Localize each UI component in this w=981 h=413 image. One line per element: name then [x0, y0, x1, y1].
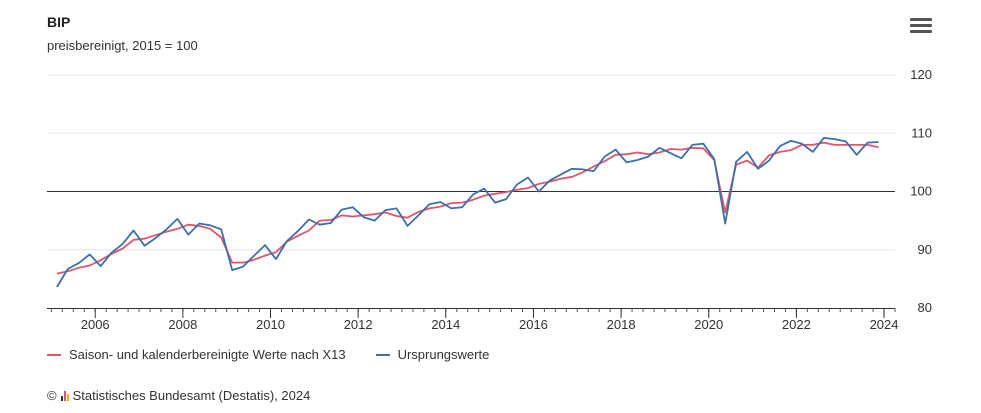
legend-label-seasonal: Saison- und kalenderbereinigte Werte nac… [69, 347, 346, 362]
x-tick-label-2022: 2022 [782, 317, 811, 332]
legend-swatch-seasonal [47, 353, 61, 356]
copyright-symbol: © [47, 388, 57, 403]
y-tick-label-100: 100 [910, 184, 932, 199]
series-lines [56, 137, 879, 288]
x-tick-label-2018: 2018 [607, 317, 636, 332]
y-tick-label-110: 110 [911, 125, 932, 140]
y-tick-label-80: 80 [918, 300, 932, 315]
source-credit: © Statistisches Bundesamt (Destatis), 20… [47, 388, 310, 403]
x-tick-label-2020: 2020 [694, 317, 723, 332]
x-tick-label-2014: 2014 [431, 317, 460, 332]
legend-item-original[interactable]: Ursprungswerte [375, 347, 490, 362]
chart-title: BIP [47, 14, 71, 30]
x-tick-label-2024: 2024 [870, 317, 899, 332]
legend: Saison- und kalenderbereinigte Werte nac… [47, 347, 489, 362]
x-tick-label-2016: 2016 [519, 317, 548, 332]
x-tick-label-2006: 2006 [81, 317, 110, 332]
source-text: Statistisches Bundesamt (Destatis), 2024 [72, 388, 311, 403]
y-axis: 80 90 100 110 120 [910, 67, 932, 315]
y-tick-label-120: 120 [910, 67, 932, 82]
series-line-0[interactable] [56, 141, 879, 275]
chart-subtitle: preisbereinigt, 2015 = 100 [47, 38, 198, 53]
x-tick-label-2010: 2010 [256, 317, 285, 332]
grid-lines [47, 74, 895, 251]
legend-swatch-original [375, 353, 390, 356]
hamburger-menu-icon[interactable] [910, 18, 932, 38]
x-tick-label-2012: 2012 [344, 317, 373, 332]
legend-label-original: Ursprungswerte [397, 347, 490, 362]
x-axis: 2006 2008 2010 2012 2014 2016 2018 2020 2022 2024 [47, 308, 899, 332]
destatis-logo-icon [60, 390, 69, 401]
series-line-1[interactable] [56, 137, 879, 288]
y-tick-label-90: 90 [918, 242, 932, 257]
x-tick-label-2008: 2008 [168, 317, 197, 332]
legend-item-seasonal[interactable]: Saison- und kalenderbereinigte Werte nac… [47, 347, 346, 362]
line-chart: 2006 2008 2010 2012 2014 2016 2018 2020 2022 2024… [47, 67, 932, 332]
